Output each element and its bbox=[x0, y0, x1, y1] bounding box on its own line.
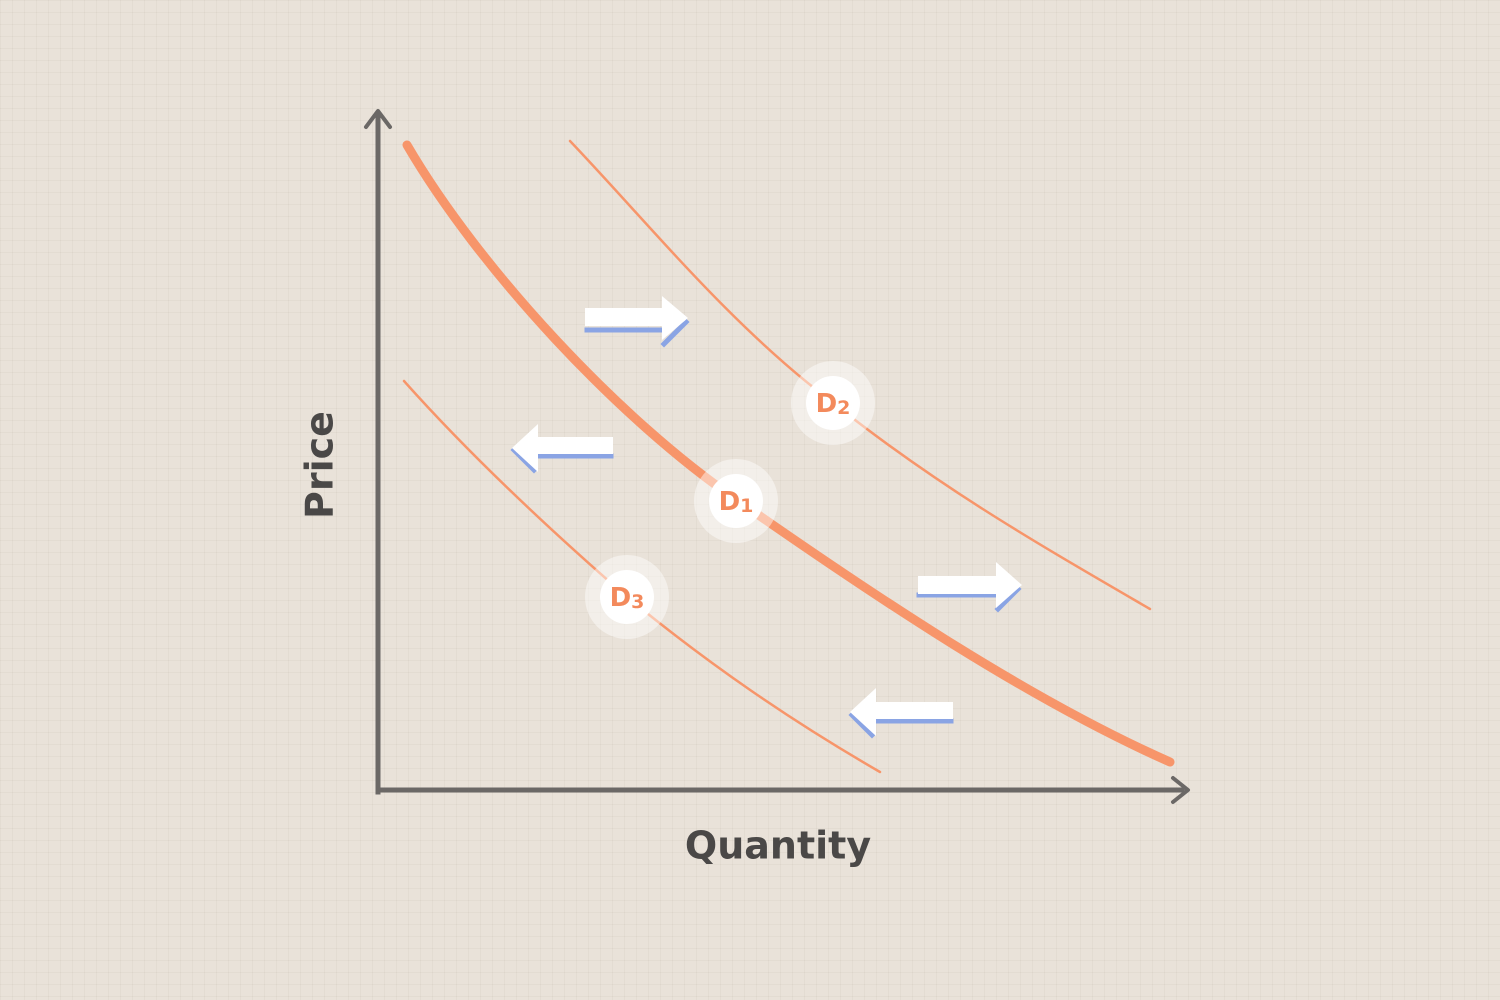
x-axis-arrowhead bbox=[1171, 776, 1190, 804]
curve-label-d3-sub: 3 bbox=[631, 591, 644, 613]
svg-text:D2: D2 bbox=[816, 389, 851, 419]
curve-label-d3: D3 bbox=[585, 555, 669, 639]
curve-label-d3-main: D bbox=[610, 583, 632, 613]
y-axis-arrowhead bbox=[364, 109, 392, 129]
axes bbox=[364, 109, 1190, 804]
x-axis-title: Quantity bbox=[685, 824, 871, 868]
svg-text:D3: D3 bbox=[610, 583, 645, 613]
shift-arrow-right-upper bbox=[584, 296, 690, 348]
shift-arrow-right-lower bbox=[916, 562, 1022, 613]
shift-arrow-left-upper bbox=[510, 424, 614, 474]
svg-text:D1: D1 bbox=[719, 487, 754, 517]
curve-label-d2-main: D bbox=[816, 389, 838, 419]
curve-label-d1: D1 bbox=[694, 459, 778, 543]
curve-label-d2: D2 bbox=[791, 361, 875, 445]
curve-label-d1-sub: 1 bbox=[740, 495, 753, 517]
curve-label-d2-sub: 2 bbox=[837, 397, 850, 419]
curve-label-d1-main: D bbox=[719, 487, 741, 517]
shift-arrow-left-lower bbox=[848, 688, 954, 739]
y-axis-title: Price bbox=[298, 411, 342, 519]
